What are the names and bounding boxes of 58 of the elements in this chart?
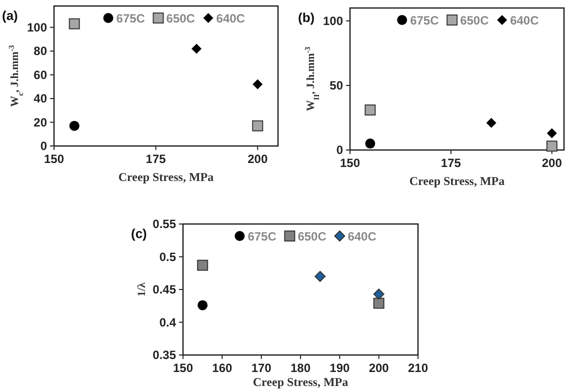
- x-axis-title: Creep Stress, MPa: [252, 375, 348, 389]
- point: [486, 118, 496, 128]
- point: [373, 288, 384, 300]
- x-tick-label: 150: [44, 152, 64, 166]
- legend-label: 650C: [166, 12, 196, 26]
- y-tick-label: 0: [336, 143, 344, 157]
- x-tick-label: 175: [146, 152, 166, 166]
- y-axis-title: 1/λ: [136, 282, 148, 296]
- legend-label: 650C: [460, 14, 490, 28]
- y-tick-label: 0.35: [152, 348, 176, 362]
- legend-label: 675C: [410, 14, 440, 28]
- point: [252, 79, 263, 90]
- x-tick-label: 160: [212, 361, 232, 375]
- x-tick-label: 200: [248, 152, 268, 166]
- x-axis-title: Creep Stress, MPa: [118, 170, 214, 184]
- point: [365, 138, 376, 149]
- point: [197, 260, 208, 271]
- legend-label: 675C: [248, 230, 277, 244]
- x-tick-label: 170: [251, 361, 272, 375]
- x-tick-label: 200: [542, 156, 562, 170]
- y-tick-label: 80: [34, 44, 48, 58]
- point: [198, 300, 208, 310]
- y-tick-label: 100: [322, 14, 344, 28]
- point: [546, 128, 557, 138]
- point: [68, 18, 80, 30]
- y-tick-label: 60: [34, 68, 48, 82]
- x-axis-title: Creep Stress, MPa: [409, 174, 505, 188]
- point: [364, 104, 376, 116]
- legend-label: 650C: [298, 230, 327, 244]
- x-tick-label: 200: [368, 361, 390, 375]
- point: [192, 44, 202, 54]
- x-tick-label: 180: [290, 361, 311, 375]
- chart-title: (b): [298, 10, 315, 25]
- y-tick-label: 50: [330, 78, 344, 92]
- y-tick-label: 100: [26, 20, 48, 34]
- x-tick-label: 190: [330, 361, 350, 375]
- point: [69, 120, 80, 131]
- legend-label: 640C: [216, 12, 246, 26]
- y-tick-label: 0: [40, 139, 48, 153]
- chart-title: (a): [2, 8, 18, 23]
- legend-label: 640C: [348, 230, 377, 244]
- y-tick-label: 0.45: [152, 282, 176, 296]
- x-tick-label: 150: [172, 361, 194, 375]
- y-tick-label: 0.5: [159, 250, 176, 264]
- y-tick-label: 20: [34, 115, 48, 130]
- y-tick-label: 40: [34, 92, 48, 106]
- point: [314, 270, 326, 282]
- chart-title: (c): [131, 226, 147, 241]
- y-tick-label: 0.4: [159, 315, 176, 330]
- x-tick-label: 175: [440, 156, 462, 170]
- x-tick-label: 210: [408, 361, 428, 375]
- point: [373, 298, 384, 309]
- point: [252, 120, 264, 132]
- legend-label: 675C: [116, 12, 146, 26]
- point: [546, 140, 558, 152]
- x-tick-label: 150: [340, 156, 360, 170]
- y-tick-label: 0.55: [152, 217, 176, 231]
- legend-label: 640C: [510, 14, 540, 28]
